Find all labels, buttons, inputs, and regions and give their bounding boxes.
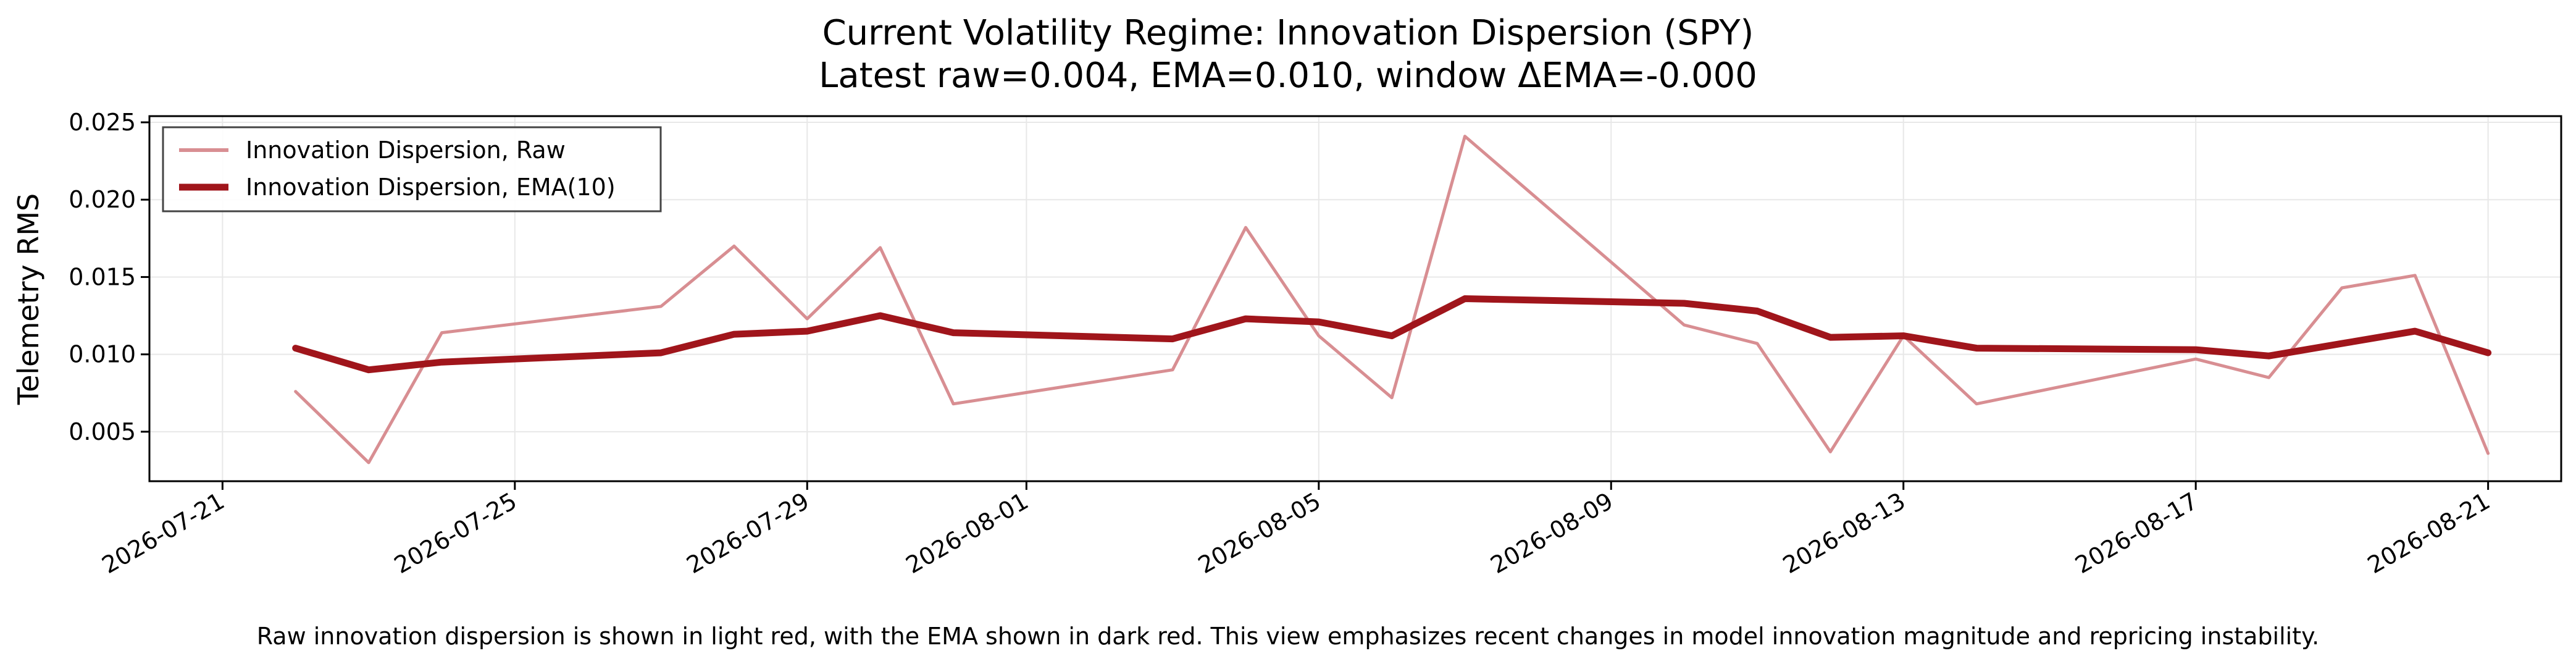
x-tick-label: 2026-08-05 (1194, 487, 1325, 579)
plot-area (148, 115, 2562, 482)
legend: Innovation Dispersion, Raw Innovation Di… (162, 126, 662, 212)
y-tick-label: 0.010 (69, 341, 136, 368)
y-axis-label: Telemetry RMS (12, 193, 45, 405)
y-tick-label: 0.005 (69, 418, 136, 445)
x-tick-label: 2026-08-17 (2070, 487, 2202, 579)
y-tick-label: 0.015 (69, 263, 136, 290)
x-tick-label: 2026-07-29 (682, 487, 814, 579)
chart-subtitle: Latest raw=0.004, EMA=0.010, window ΔEMA… (819, 56, 1757, 96)
legend-label-raw: Innovation Dispersion, Raw (246, 137, 566, 164)
x-tick-label: 2026-07-21 (98, 487, 229, 579)
chart-title: Current Volatility Regime: Innovation Di… (822, 13, 1754, 53)
series-line-raw (294, 135, 2490, 465)
y-tick-label: 0.020 (69, 186, 136, 213)
series-line-ema (292, 295, 2492, 374)
chart-caption: Raw innovation dispersion is shown in li… (257, 623, 2320, 650)
x-tick-label: 2026-07-25 (390, 487, 521, 579)
x-tick-label: 2026-08-01 (901, 487, 1033, 579)
x-axis-ticks: 2026-07-21 2026-07-25 2026-07-29 2026-08-01… (98, 481, 2494, 579)
legend-box (162, 126, 662, 212)
y-axis-ticks: 0.005 0.010 0.015 0.020 0.025 (69, 109, 149, 445)
x-tick-label: 2026-08-21 (2363, 487, 2494, 579)
y-tick-label: 0.025 (69, 109, 136, 136)
series-layer (292, 135, 2492, 465)
legend-label-ema: Innovation Dispersion, EMA(10) (246, 174, 616, 201)
x-tick-label: 2026-08-09 (1486, 487, 1618, 579)
x-tick-label: 2026-08-13 (1778, 487, 1910, 579)
